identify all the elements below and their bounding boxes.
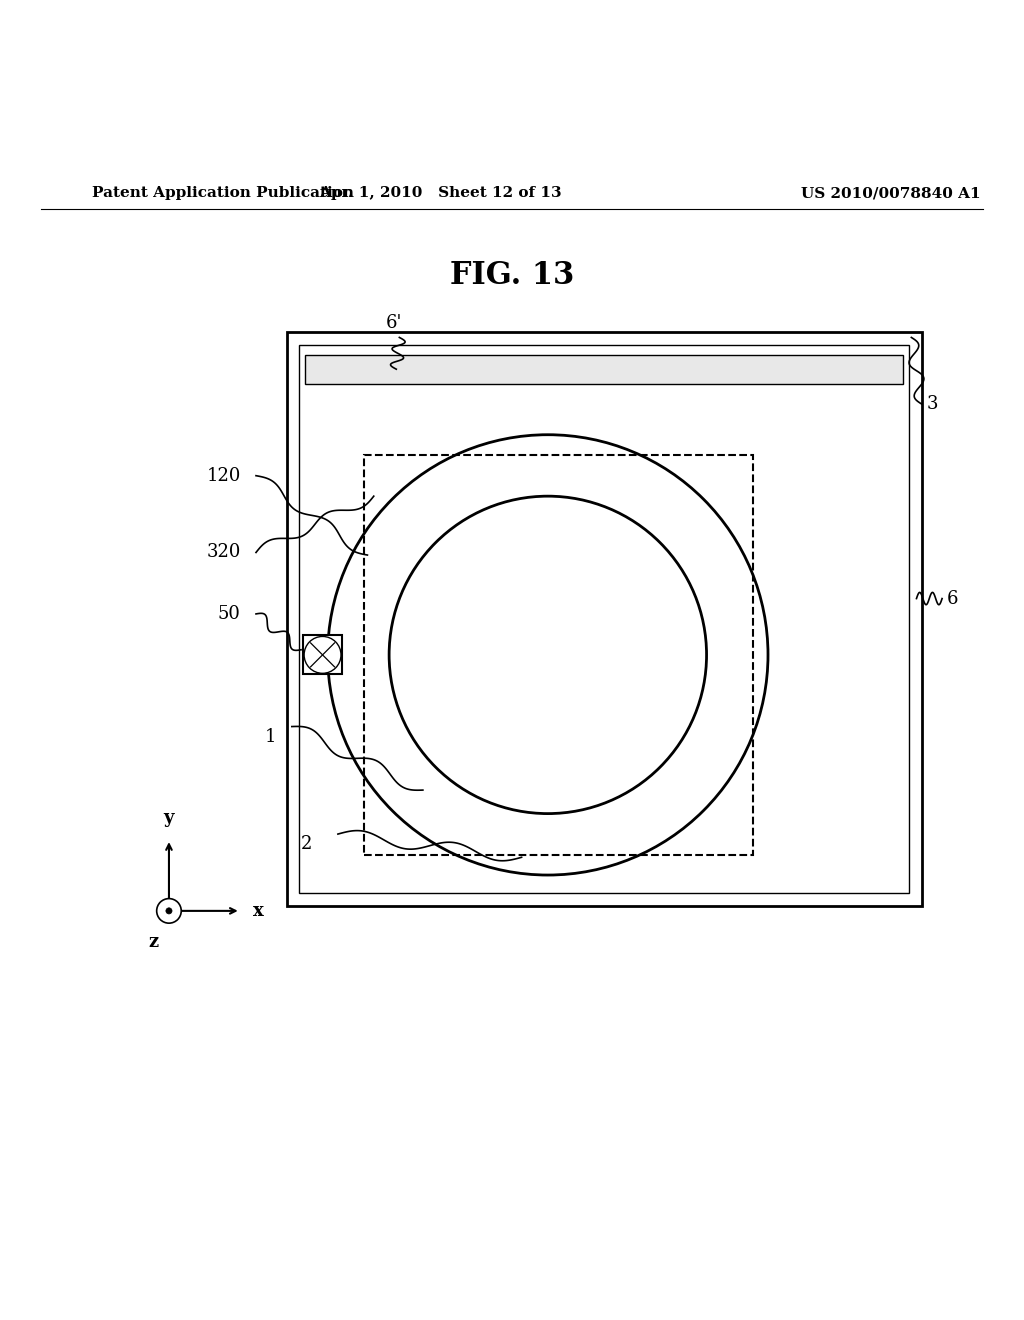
Bar [364,455,753,854]
Text: US 2010/0078840 A1: US 2010/0078840 A1 [801,186,981,201]
Text: 3: 3 [927,395,938,413]
Text: 1: 1 [265,727,276,746]
Circle shape [166,908,172,913]
Bar [299,345,909,894]
Text: 120: 120 [206,467,241,484]
Text: y: y [164,809,174,826]
Circle shape [389,496,707,813]
Text: 2: 2 [301,836,312,853]
Bar [303,635,342,675]
Text: 6: 6 [947,590,958,607]
Bar [305,355,903,384]
Circle shape [157,899,181,923]
Text: z: z [148,933,159,952]
Bar [287,333,922,906]
Text: Patent Application Publication: Patent Application Publication [92,186,354,201]
Text: 320: 320 [206,544,241,561]
Text: 50: 50 [218,605,241,623]
Text: Apr. 1, 2010   Sheet 12 of 13: Apr. 1, 2010 Sheet 12 of 13 [319,186,561,201]
Text: FIG. 13: FIG. 13 [450,260,574,292]
Text: x: x [253,902,263,920]
Text: 6': 6' [386,314,402,333]
Circle shape [304,636,341,673]
